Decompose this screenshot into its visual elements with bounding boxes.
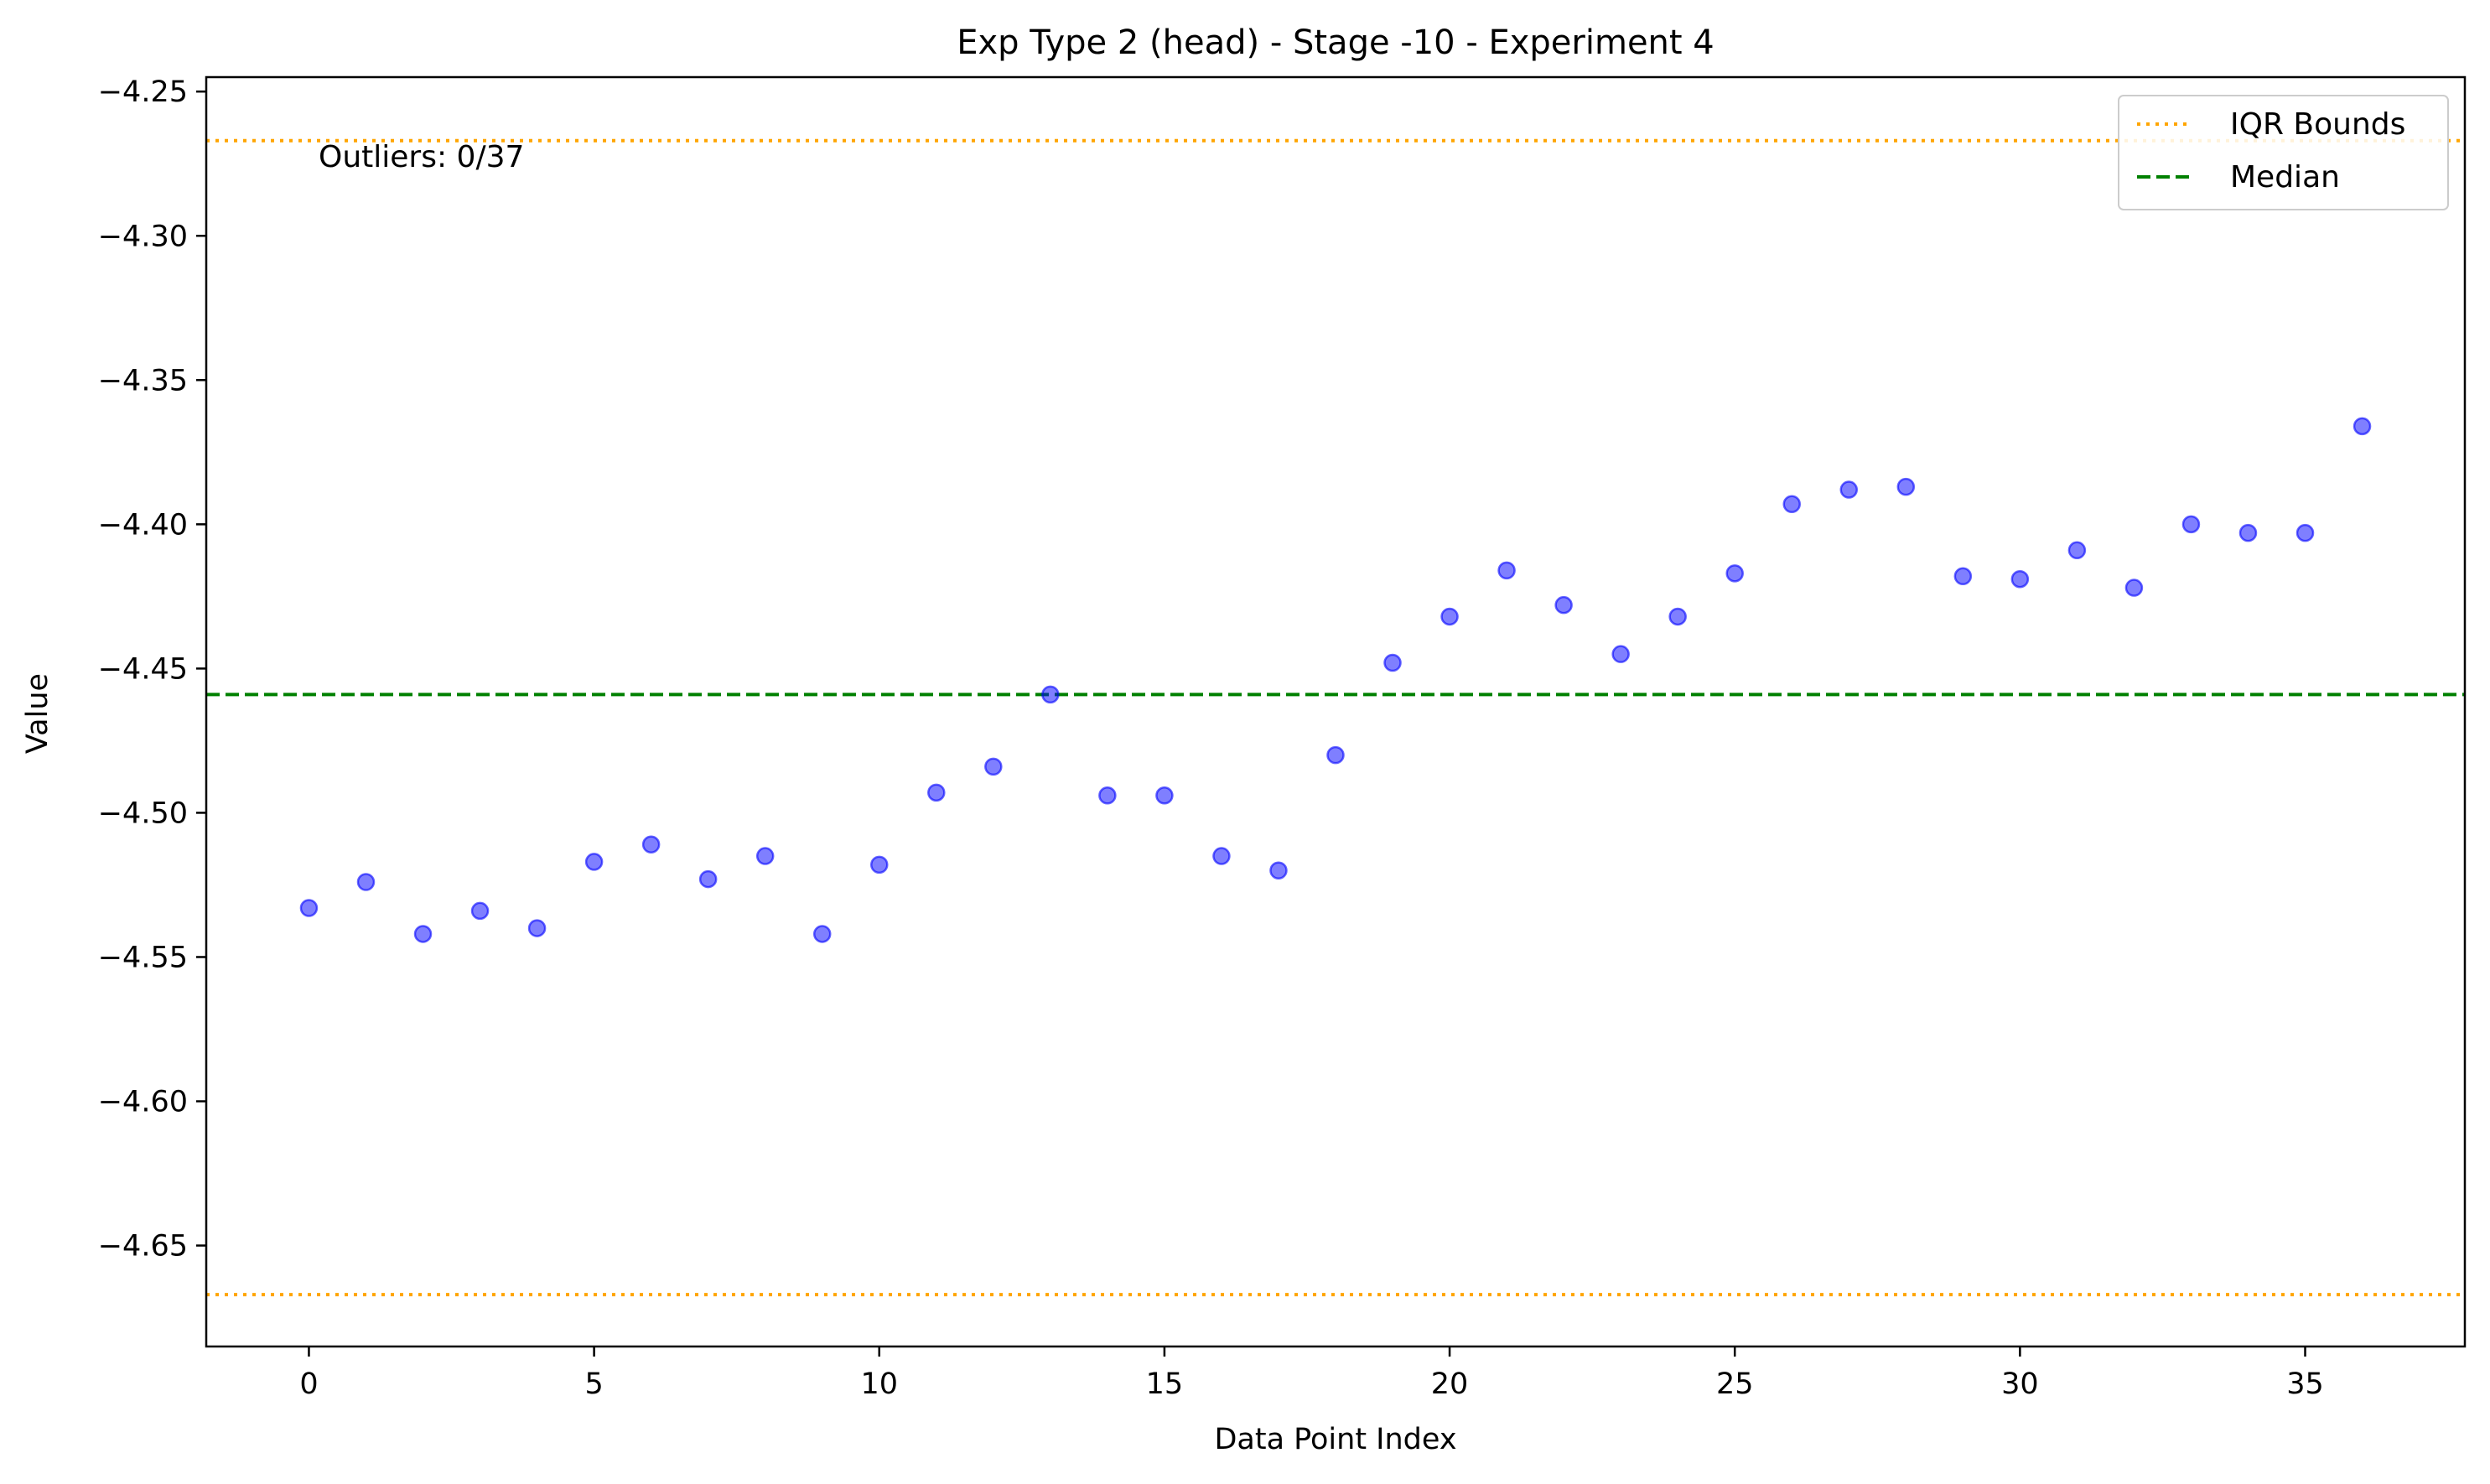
x-tick-label-5: 5 — [584, 1367, 603, 1401]
y-tick-label-0: −4.65 — [98, 1230, 188, 1263]
legend-median-label: Median — [2230, 160, 2340, 195]
data-point-15 — [1155, 786, 1174, 805]
data-point-33 — [2181, 515, 2201, 534]
data-point-31 — [2067, 541, 2087, 560]
legend-iqr-label: IQR Bounds — [2230, 107, 2405, 142]
x-tick-label-30: 30 — [2001, 1367, 2039, 1401]
x-tick-label-15: 15 — [1146, 1367, 1184, 1401]
data-point-13 — [1041, 685, 1060, 704]
x-tick-label-35: 35 — [2286, 1367, 2324, 1401]
data-point-12 — [984, 757, 1003, 776]
data-point-23 — [1611, 645, 1630, 663]
outliers-annotation: Outliers: 0/37 — [319, 140, 524, 174]
data-point-27 — [1839, 480, 1859, 499]
data-point-14 — [1098, 786, 1117, 805]
chart-title: Exp Type 2 (head) - Stage -10 - Experime… — [957, 23, 1714, 62]
data-point-32 — [2124, 579, 2144, 597]
data-point-17 — [1269, 861, 1288, 880]
data-point-36 — [2353, 417, 2372, 436]
x-tick-label-25: 25 — [1716, 1367, 1754, 1401]
x-axis-label: Data Point Index — [1214, 1423, 1456, 1456]
data-point-11 — [927, 783, 946, 802]
data-point-7 — [698, 869, 718, 889]
x-tick-label-20: 20 — [1431, 1367, 1469, 1401]
data-point-26 — [1782, 495, 1801, 514]
data-point-24 — [1668, 607, 1687, 626]
y-tick-label-4: −4.45 — [98, 652, 188, 686]
data-point-25 — [1725, 564, 1744, 583]
y-tick-label-6: −4.35 — [98, 364, 188, 397]
data-point-20 — [1440, 607, 1459, 626]
data-point-1 — [356, 873, 376, 891]
reference-lines — [206, 138, 2465, 1297]
y-tick-label-5: −4.40 — [98, 508, 188, 542]
y-tick-label-1: −4.60 — [98, 1086, 188, 1119]
legend-box — [2118, 95, 2449, 210]
data-point-6 — [641, 835, 661, 854]
data-point-3 — [470, 901, 490, 921]
data-point-35 — [2295, 523, 2315, 542]
data-point-10 — [870, 855, 889, 874]
data-point-19 — [1383, 653, 1402, 672]
y-tick-label-8: −4.25 — [98, 75, 188, 109]
data-point-28 — [1896, 477, 1916, 496]
x-axis-ticks: 0 5 10 15 20 25 30 35 — [299, 1346, 2324, 1401]
x-tick-label-0: 0 — [299, 1367, 318, 1401]
plot-frame — [205, 75, 2467, 1348]
data-points — [299, 417, 2372, 943]
data-point-2 — [413, 925, 433, 943]
data-point-8 — [755, 847, 775, 865]
data-point-21 — [1497, 561, 1516, 580]
data-point-4 — [527, 919, 547, 937]
data-point-16 — [1212, 847, 1231, 865]
data-point-5 — [584, 853, 604, 871]
data-point-18 — [1326, 745, 1345, 765]
y-axis-label: Value — [21, 673, 54, 754]
data-point-0 — [299, 899, 319, 917]
data-point-30 — [2010, 569, 2030, 589]
y-tick-label-3: −4.50 — [98, 796, 188, 830]
data-point-22 — [1554, 595, 1573, 615]
y-axis-ticks: −4.65 −4.60 −4.55 −4.50 −4.45 −4.40 −4.35 −4.30… — [98, 75, 206, 1263]
legend: IQR Bounds Median — [2118, 95, 2449, 210]
x-tick-label-10: 10 — [860, 1367, 898, 1401]
y-tick-label-7: −4.30 — [98, 220, 188, 253]
data-point-9 — [812, 925, 832, 943]
data-point-29 — [1953, 567, 1973, 586]
y-tick-label-2: −4.55 — [98, 941, 188, 974]
data-point-34 — [2238, 523, 2258, 542]
